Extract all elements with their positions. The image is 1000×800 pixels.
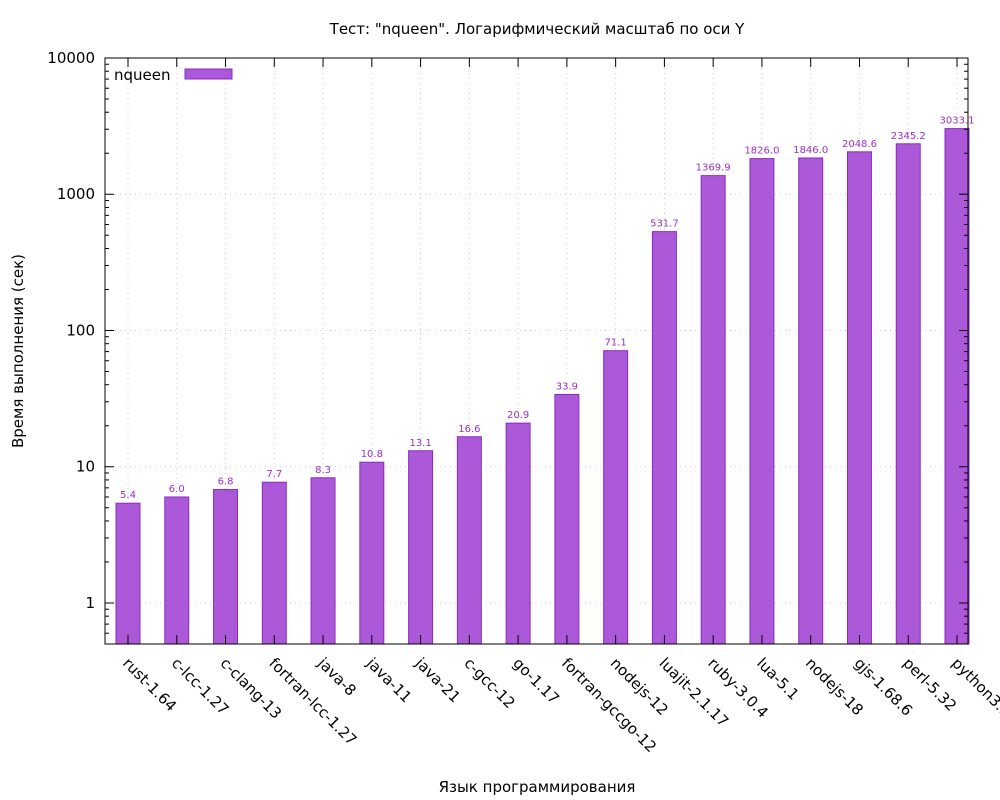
bar [554, 394, 580, 645]
data-label: 531.7 [650, 219, 679, 230]
y-tick-label: 10000 [47, 49, 95, 67]
bar [846, 151, 872, 645]
bar [164, 496, 190, 645]
y-tick-label: 10 [76, 458, 95, 476]
chart-title: Тест: "nqueen". Логарифмический масштаб … [329, 20, 746, 38]
data-label: 10.8 [361, 449, 383, 460]
legend-swatch [184, 68, 233, 80]
x-axis-label: Язык программирования [439, 778, 636, 796]
x-tick-label: python3.9 [948, 654, 1000, 721]
legend-label: nqueen [114, 66, 171, 84]
legend: nqueen [114, 66, 233, 84]
bar [944, 128, 970, 645]
y-axis-label: Время выполнения (сек) [9, 254, 27, 448]
bar [749, 158, 775, 645]
x-tick-label: java-11 [362, 653, 415, 706]
bar [700, 175, 726, 645]
data-label: 7.7 [266, 469, 282, 480]
data-label: 8.3 [315, 465, 331, 476]
data-label: 1826.0 [744, 146, 779, 157]
plot-frame [104, 57, 969, 645]
data-label: 16.6 [458, 424, 480, 435]
x-tick-label: c-gcc-12 [461, 654, 519, 712]
data-label: 6.8 [218, 477, 234, 488]
bar [895, 143, 921, 645]
bar [213, 489, 239, 645]
y-tick-label: 1 [85, 594, 95, 612]
bar [456, 436, 482, 645]
x-tick-label: java-21 [411, 653, 464, 706]
data-label: 20.9 [507, 410, 529, 421]
data-label: 13.1 [409, 438, 431, 449]
x-tick-label: fortran-lcc-1.27 [265, 654, 360, 749]
y-tick-label: 1000 [57, 185, 95, 203]
data-label: 71.1 [605, 338, 627, 349]
bar [261, 481, 287, 645]
value-labels: 5.4 6.0 6.8 7.7 8.3 10.8 13.1 16.6 20.9 33.9 71.1 5… [120, 116, 974, 502]
data-label: 2048.6 [842, 139, 877, 150]
bar [651, 231, 677, 645]
data-label: 6.0 [169, 484, 185, 495]
data-label: 3033.1 [940, 116, 975, 127]
x-tick-label: fortran-gccgo-12 [558, 654, 660, 756]
bar [408, 450, 434, 645]
bar [505, 422, 531, 645]
data-label: 5.4 [120, 490, 136, 501]
data-label: 1369.9 [696, 163, 731, 174]
data-label: 2345.2 [891, 131, 926, 142]
bar [798, 157, 824, 645]
bar [310, 477, 336, 645]
bar [115, 502, 141, 645]
bar [603, 350, 629, 645]
y-tick-label: 100 [66, 321, 95, 339]
bar [359, 461, 385, 645]
data-label: 33.9 [556, 382, 578, 393]
data-label: 1846.0 [793, 145, 828, 156]
bars [115, 128, 970, 645]
x-tick-label: java-8 [314, 653, 360, 699]
